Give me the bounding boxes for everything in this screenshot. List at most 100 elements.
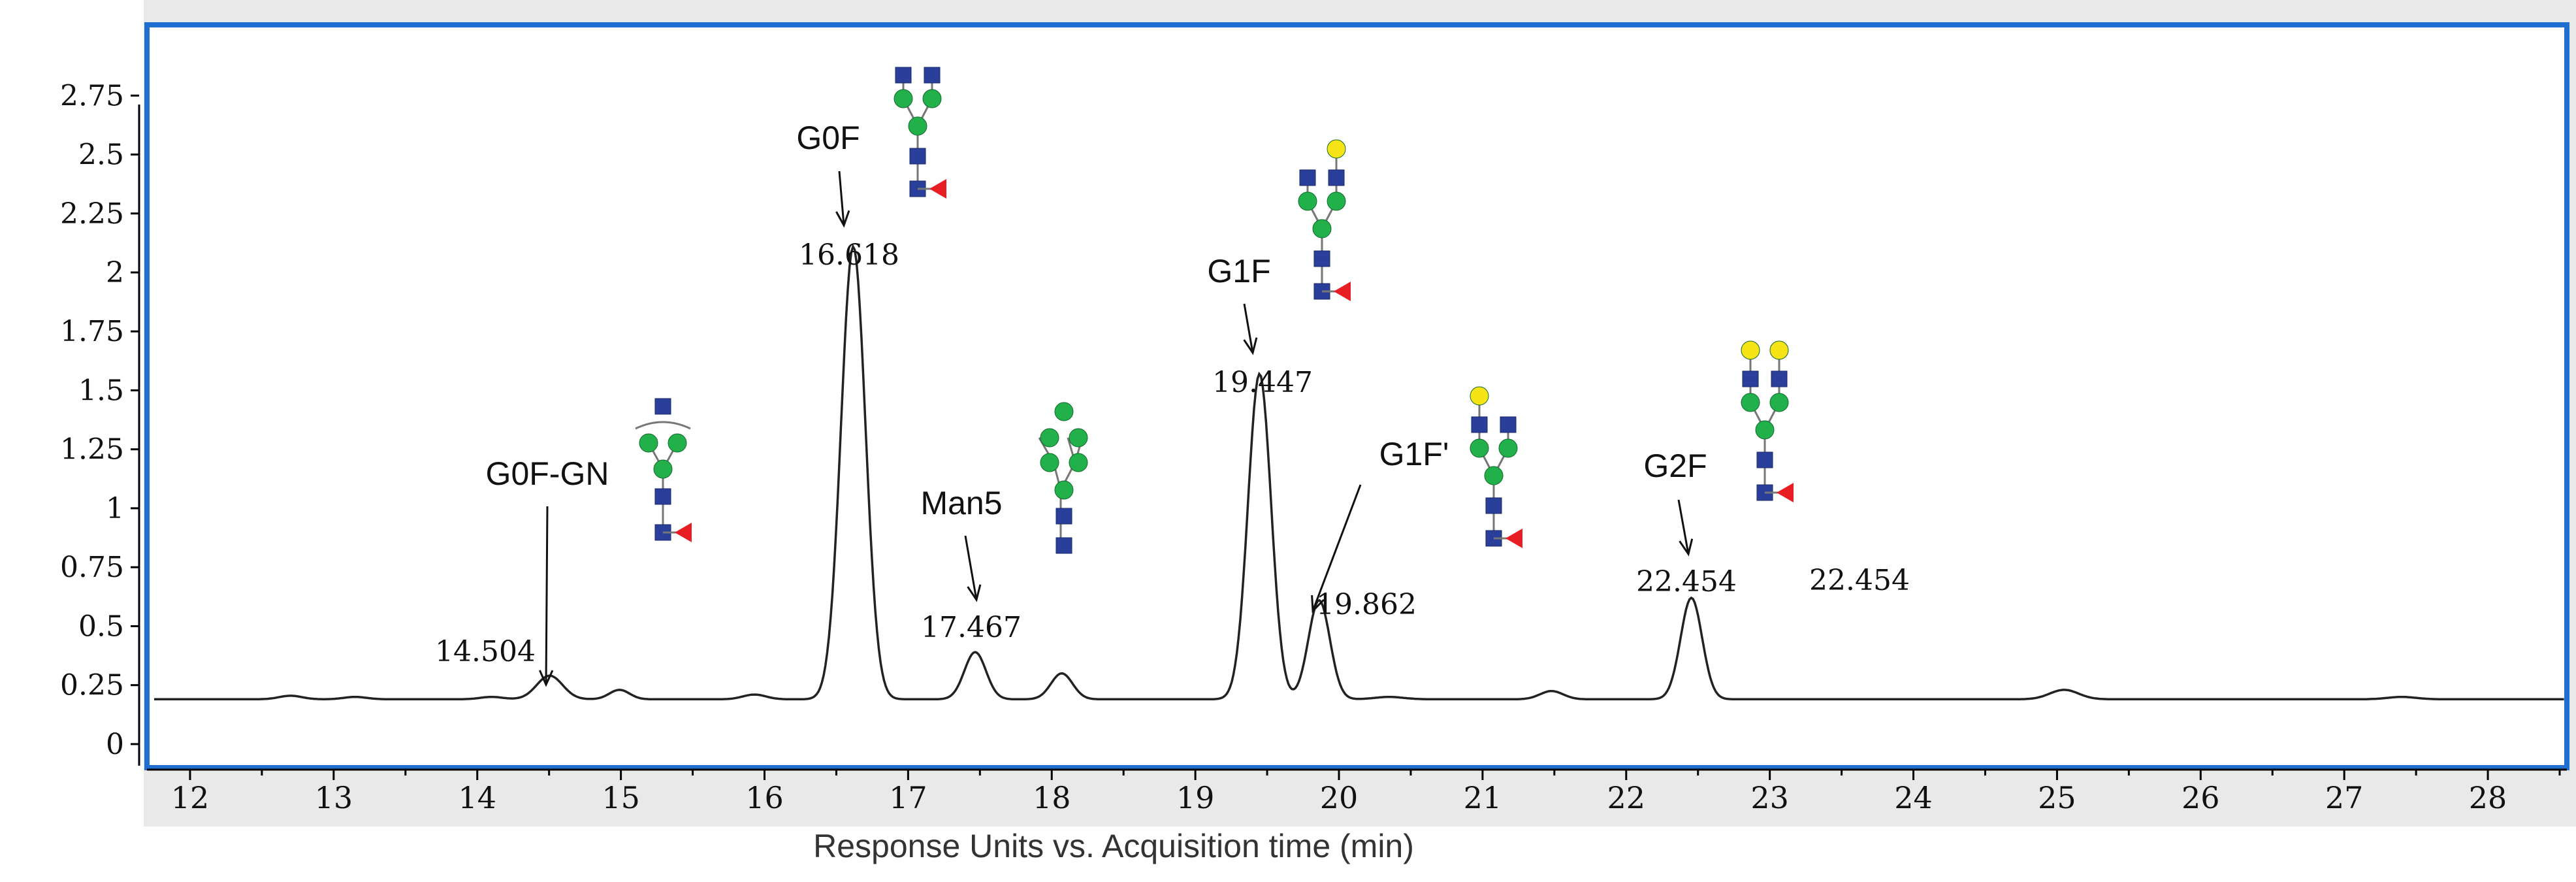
glcnac-square-icon — [909, 148, 926, 165]
peak-arrow-head — [1679, 538, 1694, 557]
x-tick-label: 19 — [1176, 780, 1215, 815]
mannose-circle-icon — [1470, 438, 1489, 458]
mannose-circle-icon — [908, 116, 927, 136]
mannose-circle-icon — [668, 433, 687, 453]
peak-rt-label: 22.454 — [1636, 565, 1737, 598]
fucose-triangle-icon — [1505, 529, 1522, 548]
peak-name-label: G0F-GN — [486, 455, 609, 492]
y-tick-label: 2.75 — [60, 79, 124, 112]
glcnac-square-icon — [654, 398, 671, 415]
glcnac-square-icon — [895, 67, 912, 84]
y-tick-label: 1.5 — [78, 374, 124, 407]
mannose-circle-icon — [653, 459, 673, 479]
fucose-triangle-icon — [1777, 483, 1794, 502]
glycan-man5 — [1038, 402, 1088, 554]
mannose-circle-icon — [1054, 402, 1074, 421]
plot-area — [147, 25, 2567, 768]
y-tick-label: 2.25 — [60, 197, 124, 231]
x-tick-label: 21 — [1464, 780, 1502, 815]
peak-arrow-head — [539, 670, 554, 687]
x-tick-label: 26 — [2182, 780, 2220, 815]
glycan-g0f-gn — [635, 398, 692, 542]
peak-arrow-head — [1243, 337, 1258, 355]
x-tick-label: 15 — [602, 780, 640, 815]
mannose-circle-icon — [1769, 393, 1789, 412]
galactose-circle-icon — [1470, 386, 1489, 406]
peak-name-label: G2F — [1643, 448, 1707, 484]
x-tick-label: 17 — [889, 780, 927, 815]
mannose-circle-icon — [1069, 428, 1088, 448]
mannose-circle-icon — [1327, 191, 1346, 211]
peak-rt-label: 17.467 — [921, 611, 1022, 644]
peak-rt-label: 19.862 — [1316, 588, 1417, 621]
glcnac-square-icon — [1471, 416, 1488, 433]
x-tick-label: 18 — [1033, 780, 1071, 815]
x-tick-label: 13 — [315, 780, 353, 815]
trace-layer — [154, 243, 2564, 701]
glcnac-square-icon — [1299, 169, 1316, 186]
x-tick-label: 23 — [1750, 780, 1789, 815]
fucose-triangle-icon — [929, 179, 946, 199]
x-tick-label: 14 — [458, 780, 496, 815]
glycan-bracket — [635, 421, 691, 430]
glycan-g2f — [1741, 340, 1794, 502]
glycan-g1f — [1298, 139, 1351, 301]
x-tick-label: 25 — [2038, 780, 2076, 815]
glcnac-square-icon — [1328, 169, 1345, 186]
peak-arrow-line — [964, 535, 978, 600]
mannose-circle-icon — [1054, 480, 1074, 500]
y-tick-label: 1 — [106, 492, 124, 525]
glcnac-square-icon — [1313, 250, 1330, 267]
y-tick-label: 0 — [106, 728, 124, 761]
peak-name-label: Man5 — [920, 485, 1002, 521]
x-tick-label: 28 — [2469, 780, 2507, 815]
x-tick-label: 27 — [2325, 780, 2364, 815]
y-tick-label: 1.75 — [60, 315, 124, 348]
mannose-circle-icon — [1498, 438, 1518, 458]
y-tick-label: 2 — [106, 256, 124, 289]
glcnac-square-icon — [654, 488, 671, 505]
peak-arrow-line — [545, 506, 549, 685]
y-axis-ticks: 0 0.25 0.5 0.75 1 1.25 1.5 1.75 2 2.25 2.5 2.75 — [60, 79, 139, 761]
glcnac-square-icon — [924, 67, 941, 84]
galactose-circle-icon — [1327, 139, 1346, 159]
peak-arrow-head — [967, 584, 982, 602]
peak-rt-label: 16.618 — [799, 238, 899, 272]
mannose-circle-icon — [1298, 191, 1317, 211]
peak-rt-label: 19.447 — [1212, 366, 1313, 399]
glcnac-square-icon — [1742, 370, 1759, 387]
peak-annotations: G0F-GN 14.504 G0F 16.618 Man5 17.467 G1F 19.447… — [435, 120, 1910, 687]
x-axis-title: Response Units vs. Acquisition time (min… — [813, 828, 1414, 864]
extra-rt-annotation: 22.454 — [1809, 564, 1910, 597]
mannose-circle-icon — [1312, 219, 1332, 238]
y-tick-label: 1.25 — [60, 433, 124, 466]
mannose-circle-icon — [1040, 453, 1059, 472]
peak-arrow-line — [1312, 484, 1362, 612]
x-tick-label: 22 — [1607, 780, 1646, 815]
x-tick-label: 16 — [745, 780, 784, 815]
glcnac-square-icon — [1055, 508, 1072, 525]
glycan-g1f-prime — [1470, 386, 1522, 548]
galactose-circle-icon — [1741, 340, 1760, 360]
glcnac-square-icon — [1485, 497, 1502, 514]
glcnac-square-icon — [1500, 416, 1517, 433]
mannose-circle-icon — [1040, 428, 1059, 448]
galactose-circle-icon — [1769, 340, 1789, 360]
glycan-structures — [635, 67, 1794, 554]
peak-rt-label: 14.504 — [435, 635, 536, 668]
peak-arrow-line — [838, 171, 845, 226]
mannose-circle-icon — [1741, 393, 1760, 412]
glcnac-square-icon — [1756, 451, 1773, 468]
peak-name-label: G1F' — [1379, 436, 1449, 472]
mannose-circle-icon — [1069, 453, 1088, 472]
y-tick-label: 0.5 — [78, 610, 124, 643]
x-tick-label: 24 — [1894, 780, 1933, 815]
mannose-circle-icon — [1484, 466, 1504, 485]
fucose-triangle-icon — [675, 523, 692, 542]
peak-arrow-line — [1677, 499, 1690, 555]
plot-frame — [144, 22, 2569, 770]
mannose-circle-icon — [922, 89, 942, 108]
y-tick-label: 2.5 — [78, 139, 124, 172]
